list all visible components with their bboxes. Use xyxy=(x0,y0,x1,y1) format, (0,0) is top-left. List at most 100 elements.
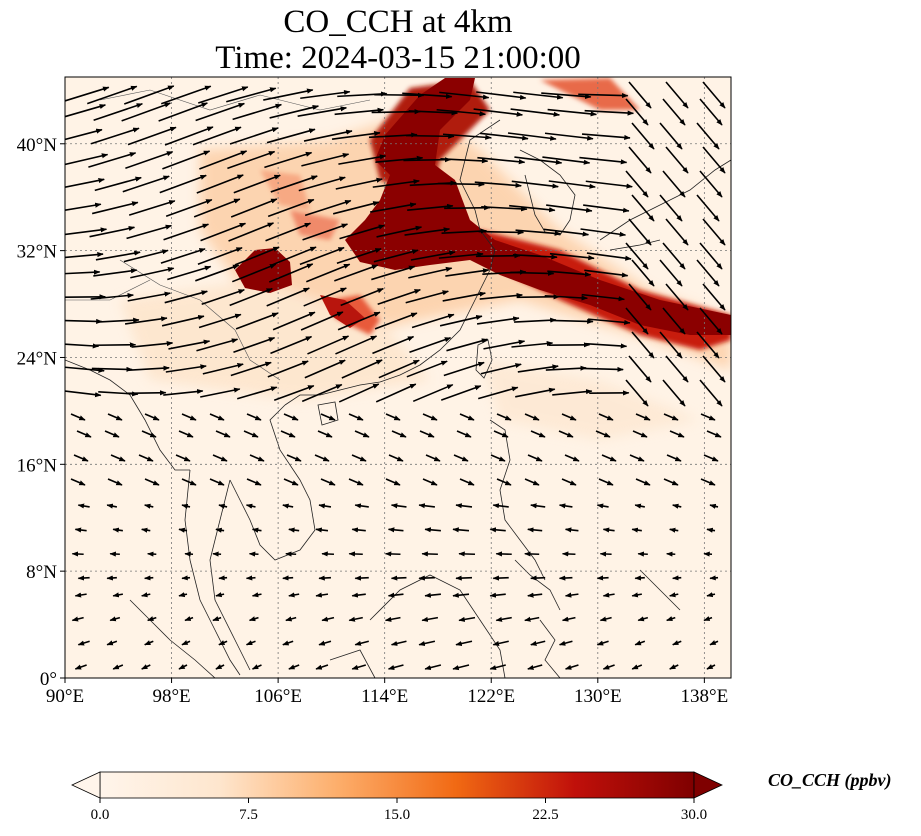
wind-vector xyxy=(596,575,609,581)
wind-vector xyxy=(229,287,273,307)
wind-vector xyxy=(489,664,506,671)
wind-vector xyxy=(301,153,350,167)
wind-vector xyxy=(527,527,543,533)
wind-vector xyxy=(71,551,84,557)
wind-vector xyxy=(669,527,679,533)
wind-vector xyxy=(226,87,277,103)
wind-vector xyxy=(452,664,470,671)
colorbar-tick-label: 0.0 xyxy=(90,807,110,823)
wind-vector xyxy=(283,413,299,421)
wind-vector xyxy=(509,204,556,213)
wind-vector xyxy=(373,249,419,263)
wind-vector xyxy=(147,616,157,622)
wind-vector xyxy=(632,430,648,438)
wind-vector xyxy=(212,551,222,557)
wind-vector xyxy=(703,616,713,622)
wind-vector xyxy=(229,127,279,145)
wind-vector xyxy=(561,478,577,486)
wind-vector xyxy=(77,575,90,581)
wind-vector xyxy=(348,616,363,622)
wind-vector xyxy=(511,180,559,189)
wind-vector xyxy=(546,204,593,213)
wind-vector xyxy=(121,102,171,122)
wind-vector xyxy=(181,503,191,509)
wind-vector xyxy=(167,265,212,281)
wind-vector xyxy=(631,664,643,670)
wind-vector xyxy=(489,527,506,533)
wind-vector xyxy=(706,664,716,670)
wind-vector xyxy=(492,640,509,646)
wind-vector xyxy=(702,218,726,246)
y-tick-label: 8°N xyxy=(26,562,57,583)
x-tick-label: 114°E xyxy=(361,686,408,707)
wind-vector xyxy=(442,291,486,302)
wind-vector xyxy=(402,92,453,99)
wind-vector xyxy=(351,592,366,598)
wind-vector xyxy=(267,360,309,378)
wind-vector xyxy=(564,592,579,598)
wind-vector xyxy=(702,355,726,383)
wind-vector xyxy=(123,85,175,105)
wind-vector xyxy=(304,199,352,217)
wind-vector xyxy=(388,454,404,462)
wind-vector xyxy=(490,454,506,462)
wind-vector xyxy=(273,384,315,402)
wind-vector xyxy=(378,359,420,379)
wind-vector xyxy=(65,390,102,398)
wind-vector xyxy=(184,616,194,622)
wind-vector xyxy=(104,430,120,438)
wind-vector xyxy=(269,104,319,119)
wind-vector xyxy=(558,640,573,646)
wind-vector xyxy=(408,110,459,116)
wind-vector xyxy=(374,312,418,330)
wind-vector xyxy=(422,478,438,486)
wind-vector xyxy=(372,179,420,188)
wind-vector xyxy=(406,360,448,378)
wind-vector xyxy=(218,640,228,646)
wind-vector xyxy=(479,292,523,300)
wind-vector xyxy=(561,413,577,421)
wind-vector xyxy=(263,88,314,101)
wind-vector xyxy=(391,430,407,438)
wind-vector xyxy=(106,640,118,646)
wind-vector xyxy=(65,202,102,211)
wind-vector xyxy=(699,307,723,335)
wind-vector xyxy=(73,454,89,462)
wind-vector xyxy=(455,503,473,509)
wind-vector xyxy=(315,592,329,598)
wind-vector xyxy=(164,290,208,304)
wind-vector xyxy=(440,385,482,401)
wind-vector xyxy=(585,180,633,189)
wind-vector xyxy=(507,132,557,141)
wind-vector xyxy=(635,478,651,486)
wind-vector xyxy=(479,132,529,141)
wind-vector xyxy=(237,386,278,400)
wind-vector xyxy=(410,250,456,261)
wind-vector xyxy=(706,527,716,533)
wind-vector xyxy=(331,131,381,140)
wind-vector xyxy=(628,355,652,383)
wind-vector xyxy=(77,503,90,509)
wind-vector xyxy=(706,592,716,598)
wind-vector xyxy=(126,224,173,240)
wind-vector xyxy=(300,89,351,100)
wind-vector xyxy=(585,342,628,349)
wind-vector xyxy=(286,454,302,462)
wind-vector xyxy=(602,527,615,533)
wind-vector xyxy=(163,223,210,241)
wind-vector xyxy=(599,551,612,557)
wind-vector xyxy=(251,527,262,533)
wind-vector xyxy=(228,222,275,242)
wind-vector xyxy=(127,126,177,146)
wind-vector xyxy=(234,246,280,266)
wind-vector xyxy=(245,575,256,581)
wind-vector xyxy=(285,616,297,622)
wind-vector xyxy=(91,366,133,372)
wind-vector xyxy=(230,198,278,218)
wind-vector xyxy=(456,430,472,438)
wind-vector xyxy=(65,366,105,373)
wind-vector xyxy=(558,503,573,509)
wind-vector xyxy=(510,270,555,276)
wind-vector xyxy=(141,527,151,533)
wind-vector xyxy=(628,218,652,246)
